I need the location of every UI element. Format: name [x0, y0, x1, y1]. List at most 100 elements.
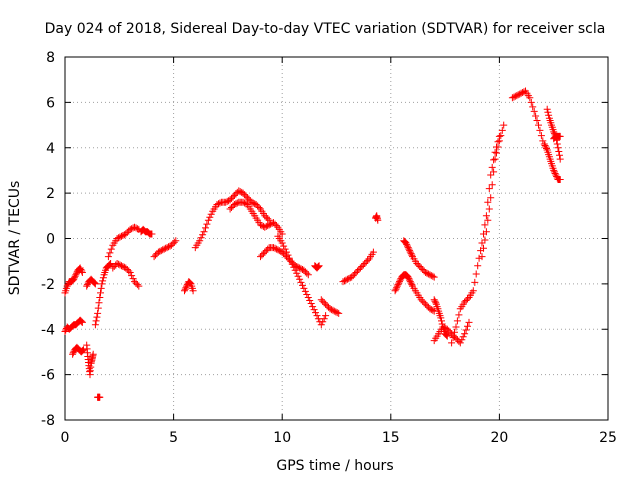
data-point	[306, 297, 314, 304]
data-point	[413, 260, 421, 267]
data-point	[128, 272, 136, 280]
data-point	[424, 270, 432, 278]
data-point	[232, 190, 240, 198]
data-point	[297, 265, 305, 273]
data-point	[406, 276, 414, 284]
data-point	[482, 212, 490, 220]
data-point	[186, 279, 194, 287]
data-point	[235, 187, 243, 195]
data-point	[464, 322, 471, 330]
data-point	[404, 273, 412, 281]
data-point	[123, 228, 131, 236]
data-point	[482, 228, 490, 236]
data-point	[533, 117, 541, 124]
data-point	[514, 91, 522, 99]
data-point	[417, 296, 425, 304]
data-points	[61, 87, 564, 401]
data-point	[278, 230, 286, 238]
data-point	[554, 144, 562, 152]
data-point	[206, 213, 214, 221]
data-point	[406, 247, 414, 255]
data-point	[73, 269, 81, 277]
data-point	[407, 279, 415, 287]
data-point	[95, 299, 103, 307]
grid	[65, 57, 608, 420]
data-point	[255, 204, 263, 211]
data-point	[133, 225, 141, 233]
data-point	[78, 269, 86, 276]
data-point	[442, 331, 450, 338]
data-point	[513, 92, 521, 100]
data-point	[93, 313, 101, 321]
data-point	[98, 280, 106, 288]
data-point	[196, 237, 204, 245]
data-point	[290, 263, 298, 271]
data-point	[453, 317, 461, 325]
data-point	[303, 291, 311, 298]
data-point	[404, 242, 411, 250]
data-point	[215, 200, 222, 208]
data-point	[116, 261, 124, 269]
data-point	[203, 220, 211, 228]
data-point	[264, 215, 272, 223]
data-point	[520, 88, 528, 96]
data-point	[319, 318, 327, 326]
data-point	[326, 305, 334, 313]
data-point	[543, 145, 550, 152]
data-point	[71, 272, 79, 280]
data-point	[359, 261, 367, 269]
data-point	[487, 194, 495, 202]
data-point	[322, 300, 330, 308]
data-point	[262, 213, 270, 221]
data-point	[475, 254, 483, 262]
data-point	[113, 260, 121, 267]
data-point	[358, 263, 366, 270]
data-point	[427, 272, 435, 280]
data-point	[402, 239, 410, 247]
data-point	[432, 299, 440, 307]
data-point	[182, 284, 190, 292]
data-point	[498, 126, 506, 134]
data-point	[461, 330, 469, 338]
x-tick-label: 20	[490, 430, 508, 446]
data-point	[275, 247, 283, 255]
data-point	[242, 200, 250, 208]
data-point	[396, 276, 404, 284]
data-point	[510, 93, 518, 101]
data-point	[485, 185, 493, 193]
data-point	[61, 328, 69, 335]
data-point	[104, 253, 112, 261]
data-point	[374, 216, 382, 224]
data-point	[408, 251, 416, 259]
data-point	[189, 287, 197, 295]
y-tick-label: -6	[41, 368, 55, 384]
data-point	[160, 245, 168, 253]
data-point	[405, 245, 413, 253]
data-point	[167, 241, 175, 249]
data-point	[354, 267, 361, 275]
data-point	[213, 201, 221, 208]
data-point	[348, 273, 356, 281]
data-point	[243, 194, 251, 202]
data-point	[261, 248, 269, 256]
data-point	[133, 281, 141, 289]
data-point	[83, 282, 91, 290]
data-point	[252, 201, 260, 208]
data-point	[272, 245, 280, 253]
data-point	[490, 168, 498, 176]
data-point	[429, 306, 437, 314]
data-point	[232, 200, 240, 208]
y-tick-label: 0	[46, 232, 55, 248]
data-point	[394, 281, 402, 289]
data-point	[131, 223, 138, 231]
data-point	[333, 309, 341, 317]
data-point	[488, 181, 496, 189]
data-point	[439, 323, 447, 331]
data-point	[332, 308, 340, 316]
data-point	[258, 251, 266, 259]
data-point	[107, 260, 115, 267]
data-point	[239, 198, 247, 206]
data-point	[122, 264, 130, 272]
